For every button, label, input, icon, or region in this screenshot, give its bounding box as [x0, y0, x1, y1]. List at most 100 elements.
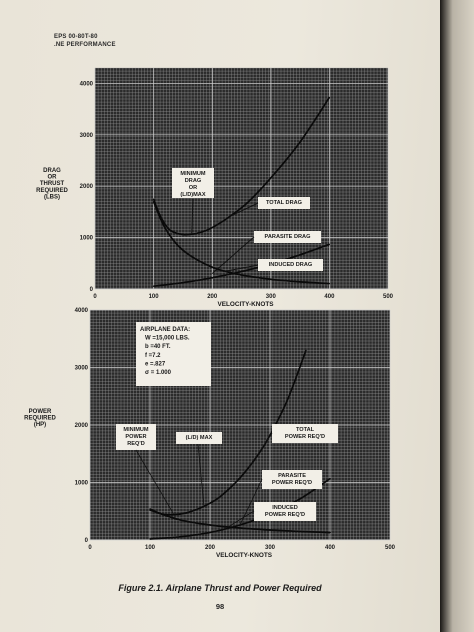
data-point [328, 282, 330, 285]
data-point [182, 233, 184, 236]
legend-parasite-power: POWER REQ'D [272, 480, 312, 486]
legend-total-power: TOTAL [296, 427, 315, 433]
data-point [329, 478, 331, 480]
x-tick-label: 200 [207, 294, 218, 300]
annotation-min-power: POWER [125, 434, 146, 440]
data-point [209, 524, 211, 526]
data-point [240, 270, 243, 273]
power-required-chart: 0 100 200 300 400 500 0 1000 2000 3000 4000 VELOCIT… [24, 308, 396, 559]
data-point [153, 201, 155, 203]
y-axis-label: (HP) [34, 422, 46, 428]
y-tick-label: 0 [85, 538, 89, 544]
y-axis-label: THRUST [40, 181, 65, 187]
data-point [179, 519, 181, 521]
airplane-data-line: W =15,000 LBS. [145, 336, 190, 342]
y-tick-label: 4000 [75, 308, 89, 314]
data-point [185, 512, 187, 514]
annotation-min-drag: OR [189, 185, 197, 191]
x-tick-label: 300 [266, 294, 277, 300]
leader-induced-power [227, 510, 255, 528]
paper-sheet: EPS 00-80T-80 .NE PERFORMANCE 0 100 200 300… [0, 0, 440, 632]
leader-total-power [248, 432, 273, 468]
data-point [305, 349, 307, 351]
data-point [217, 223, 219, 225]
y-tick-label: 0 [90, 287, 94, 293]
data-point [269, 529, 271, 531]
thrust-required-chart: 0 100 200 300 400 500 0 1000 2000 3000 4000 VELOCIT… [36, 67, 394, 308]
data-point [246, 202, 248, 204]
y-tick-label: 3000 [80, 133, 94, 139]
data-point [270, 177, 272, 179]
annotation-min-drag: MINIMUM [180, 171, 206, 177]
series-line-induced-drag [152, 201, 330, 285]
data-point [221, 494, 223, 496]
data-point [328, 243, 330, 245]
legend-total-power-box [272, 424, 338, 443]
annotation-ld-max: (L/D) MAX [186, 435, 213, 441]
plot-area [95, 68, 388, 289]
x-axis-label: VELOCITY-KNOTS [217, 301, 274, 308]
x-tick-label: 0 [93, 294, 97, 300]
annotation-ld-max: (L/D)MAX [180, 192, 205, 198]
data-point [299, 141, 301, 143]
y-axis-label: (LBS) [44, 194, 60, 200]
leader-min-power [135, 449, 175, 515]
y-axis-label: POWER [29, 409, 52, 415]
data-point [329, 531, 331, 534]
legend-induced-power: INDUCED [272, 505, 297, 511]
data-point [164, 227, 166, 229]
x-tick-label: 100 [145, 545, 156, 551]
data-point [197, 508, 199, 510]
legend-parasite-drag: PARASITE DRAG [265, 234, 311, 240]
x-tick-label: 500 [383, 294, 394, 300]
header-line-1: EPS 00-80T-80 [54, 34, 98, 40]
data-point [205, 229, 207, 232]
data-point [149, 538, 151, 540]
data-point [211, 266, 213, 268]
grid [94, 67, 388, 289]
leader-min-drag [191, 198, 194, 235]
data-point [328, 96, 330, 98]
data-point [182, 249, 184, 251]
curves [152, 96, 331, 288]
data-point [149, 508, 151, 510]
x-tick-label: 500 [385, 545, 396, 551]
data-point [209, 502, 211, 504]
leader-induced-drag [223, 264, 259, 273]
airplane-data-box [136, 322, 211, 386]
series-line-total-power-req-d [149, 350, 307, 516]
annotation-min-drag-box [172, 168, 214, 198]
data-point [239, 477, 241, 479]
legend-parasite-drag-box [254, 231, 321, 243]
legend-total-drag-box [258, 197, 310, 209]
x-tick-label: 200 [205, 545, 216, 551]
data-point [182, 282, 184, 284]
x-tick-label: 300 [265, 545, 276, 551]
y-tick-label: 3000 [75, 366, 89, 372]
data-point [164, 224, 166, 226]
x-tick-label: 400 [325, 545, 336, 551]
annotation-min-power: MINIMUM [123, 427, 149, 433]
header-line-2: .NE PERFORMANCE [54, 42, 116, 48]
legend-induced-drag-box [258, 259, 323, 271]
data-point [209, 531, 211, 533]
leader-total-drag [229, 202, 259, 217]
data-point [239, 527, 241, 529]
data-point [270, 278, 272, 280]
data-point [211, 277, 213, 279]
data-point [299, 498, 301, 500]
airplane-data-line: e =.827 [145, 361, 166, 367]
airplane-data-title: AIRPLANE DATA: [140, 327, 190, 333]
data-point [149, 509, 151, 511]
data-point [170, 230, 172, 232]
y-axis-label: DRAG [43, 168, 61, 174]
y-axis-label: REQUIRED [36, 188, 68, 194]
leader-ld-max [197, 443, 205, 507]
data-point [240, 274, 243, 276]
y-tick-label: 2000 [75, 423, 89, 429]
leader-parasite-drag [211, 236, 255, 274]
figure-caption: Figure 2.1. Airplane Thrust and Power Re… [118, 583, 322, 593]
data-point [194, 233, 196, 235]
legend-parasite-power-box [262, 470, 322, 489]
legend-total-drag: TOTAL DRAG [266, 200, 302, 206]
